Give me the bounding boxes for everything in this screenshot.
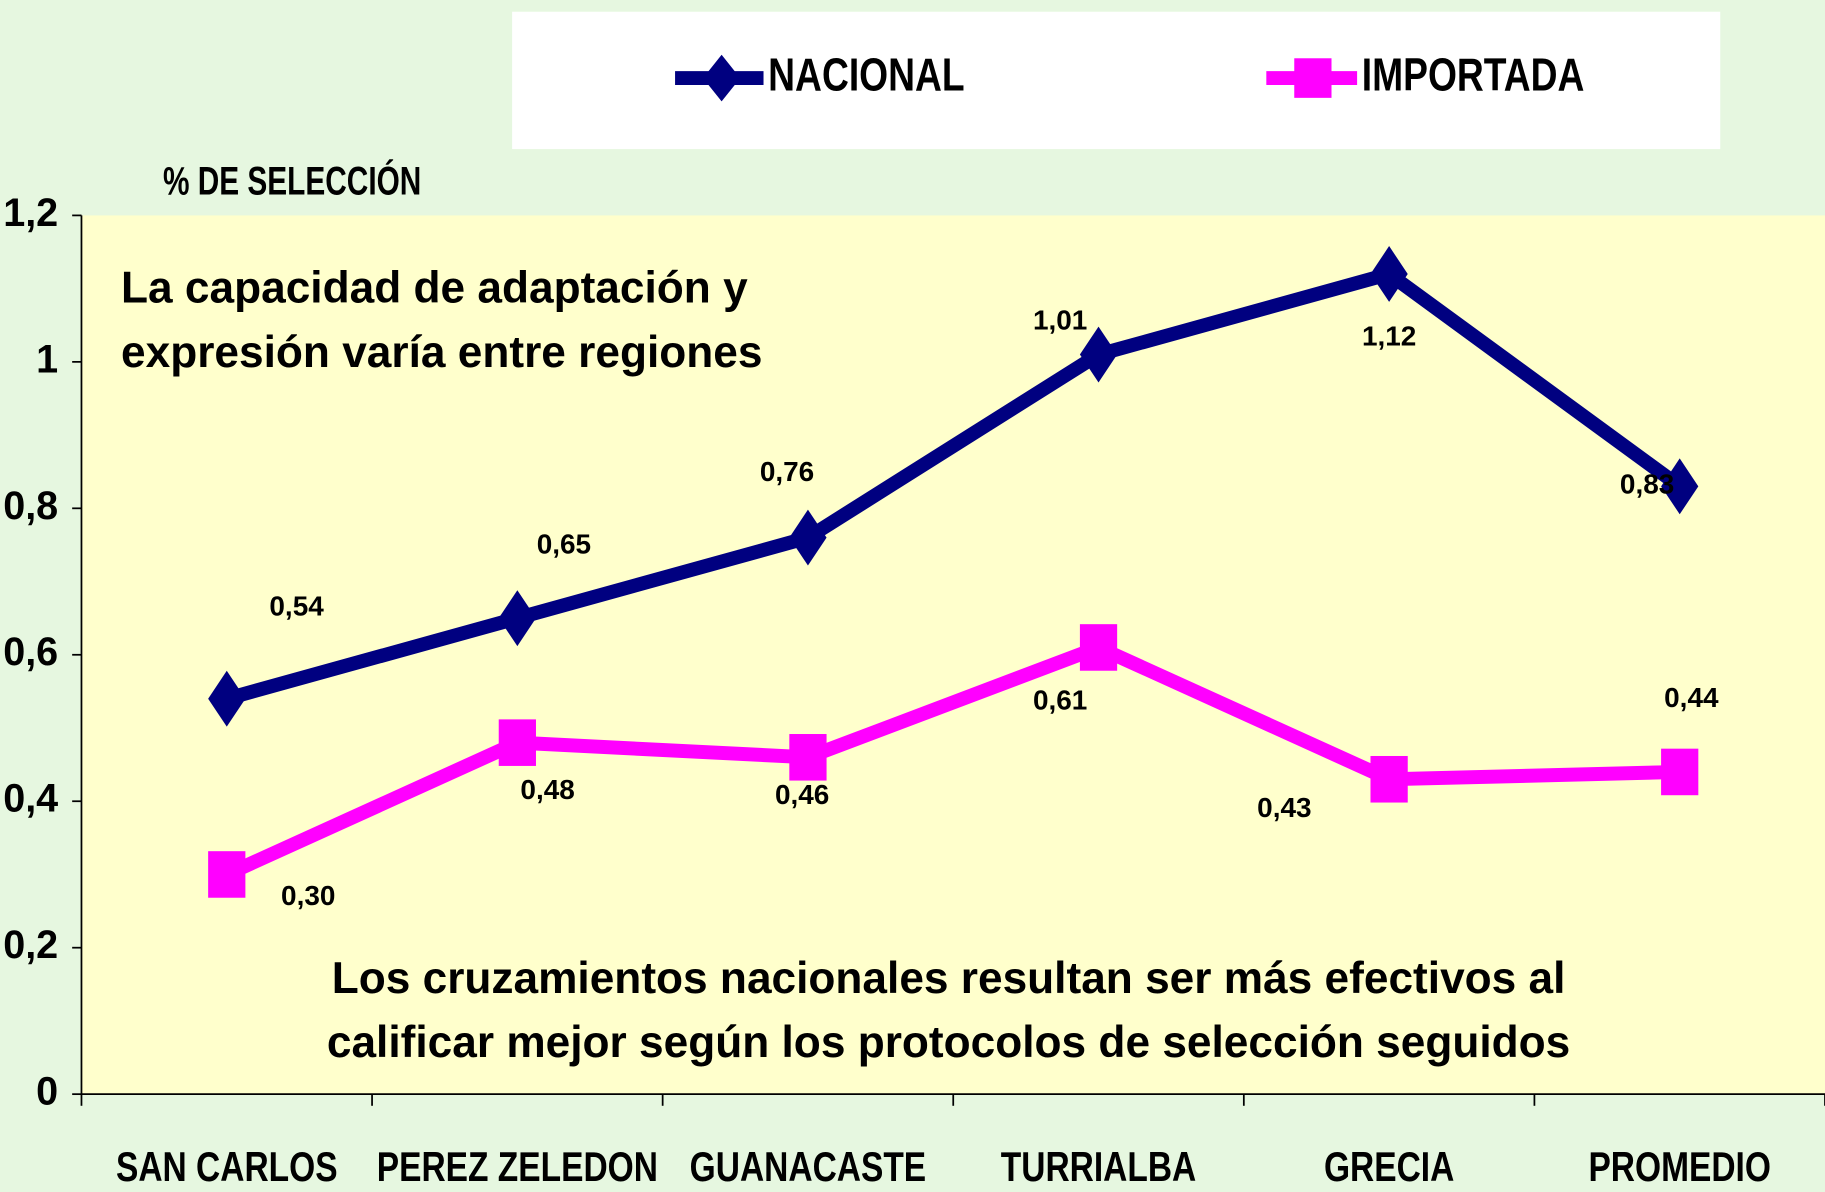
annotation: calificar mejor según los protocolos de … (327, 1018, 1570, 1067)
point-marker (789, 509, 827, 566)
annotation: La capacidad de adaptación y (121, 264, 748, 313)
y-axis-label: % DE SELECCIÓN (163, 159, 421, 203)
x-tick-label: GRECIA (1324, 1144, 1454, 1190)
point-marker (1370, 246, 1408, 302)
data-label: 1,01 (1033, 304, 1087, 335)
data-label: 0,83 (1620, 469, 1674, 500)
y-tick-label: 0,2 (3, 923, 58, 967)
data-label: 0,43 (1257, 792, 1311, 823)
legend-label: IMPORTADA (1362, 48, 1585, 100)
x-tick-label: GUANACASTE (690, 1144, 926, 1190)
y-tick-label: 1,2 (3, 191, 58, 235)
point-marker (1079, 624, 1118, 671)
legend-marker (1294, 58, 1332, 98)
data-label: 0,30 (281, 880, 335, 911)
point-marker (208, 851, 246, 898)
y-tick-label: 0,8 (3, 484, 58, 528)
annotation: Los cruzamientos nacionales resultan ser… (332, 954, 1566, 1003)
x-tick-label: PEREZ ZELEDON (377, 1144, 658, 1190)
point-marker (1661, 458, 1699, 515)
point-marker (789, 734, 827, 781)
data-label: 0,46 (775, 779, 829, 810)
point-marker (498, 590, 536, 647)
legend-label: NACIONAL (768, 48, 964, 100)
point-marker (498, 719, 536, 766)
legend-marker (702, 54, 741, 102)
y-tick-label: 1 (36, 337, 58, 381)
annotation: expresión varía entre regiones (121, 328, 762, 377)
y-tick-label: 0,4 (3, 777, 58, 821)
data-label: 0,44 (1664, 682, 1719, 713)
x-tick-label: PROMEDIO (1588, 1144, 1771, 1190)
data-label: 0,61 (1033, 685, 1087, 716)
series-line (223, 640, 1680, 881)
data-label: 0,48 (520, 774, 574, 805)
data-label: 1,12 (1362, 320, 1416, 351)
y-tick-label: 0,6 (3, 630, 58, 674)
y-tick-label: 0 (36, 1070, 58, 1114)
x-tick-label: TURRIALBA (1001, 1144, 1196, 1190)
data-label: 0,65 (537, 528, 591, 559)
point-marker (1661, 748, 1699, 796)
data-label: 0,76 (760, 456, 814, 487)
x-tick-label: SAN CARLOS (116, 1144, 338, 1190)
point-marker (1370, 755, 1408, 803)
data-label: 0,54 (269, 590, 324, 621)
series-line (224, 267, 1684, 706)
